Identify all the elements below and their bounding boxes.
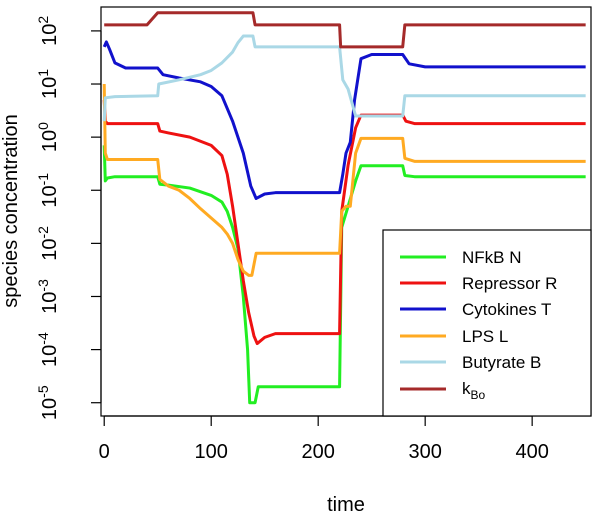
legend-label-nfkb: NFkB N [462, 248, 522, 267]
y-tick-label: 10-4 [35, 332, 61, 367]
y-tick-label: 10-3 [35, 279, 61, 314]
legend: NFkB N Repressor R Cytokines T LPS L But… [382, 229, 592, 417]
y-axis: 102 101 100 10-1 10-2 10-3 10-4 10-5 [35, 16, 102, 420]
legend-label-kbo: kBo [462, 379, 486, 402]
series-line-lps [102, 83, 586, 277]
series-line-kbo [104, 11, 586, 49]
y-axis-title: species concentration [0, 114, 22, 307]
x-axis-title: time [327, 494, 365, 516]
legend-label-butyrate: Butyrate B [462, 353, 541, 372]
legend-label-kbo-subscript: Bo [471, 388, 486, 402]
legend-label-repressor: Repressor R [462, 274, 557, 293]
series-line-repressor [102, 99, 586, 346]
x-axis: 0 100 200 300 400 [99, 415, 549, 463]
x-tick-label: 200 [301, 441, 334, 463]
legend-box [382, 229, 592, 417]
y-tick-label: 10-1 [35, 173, 61, 208]
y-tick-label: 100 [35, 122, 61, 152]
y-tick-label: 102 [35, 16, 61, 46]
x-tick-label: 100 [195, 441, 228, 463]
series-layer [102, 11, 586, 405]
y-tick-label: 101 [35, 69, 61, 99]
x-tick-label: 0 [99, 441, 110, 463]
y-tick-label: 10-5 [35, 385, 61, 420]
x-tick-label: 400 [515, 441, 548, 463]
legend-label-cytokines: Cytokines T [462, 300, 551, 319]
series-line-cytokines [102, 40, 586, 200]
y-tick-label: 10-2 [35, 226, 61, 261]
x-tick-label: 300 [408, 441, 441, 463]
legend-label-lps: LPS L [462, 327, 508, 346]
series-line-butyrate [102, 34, 586, 122]
